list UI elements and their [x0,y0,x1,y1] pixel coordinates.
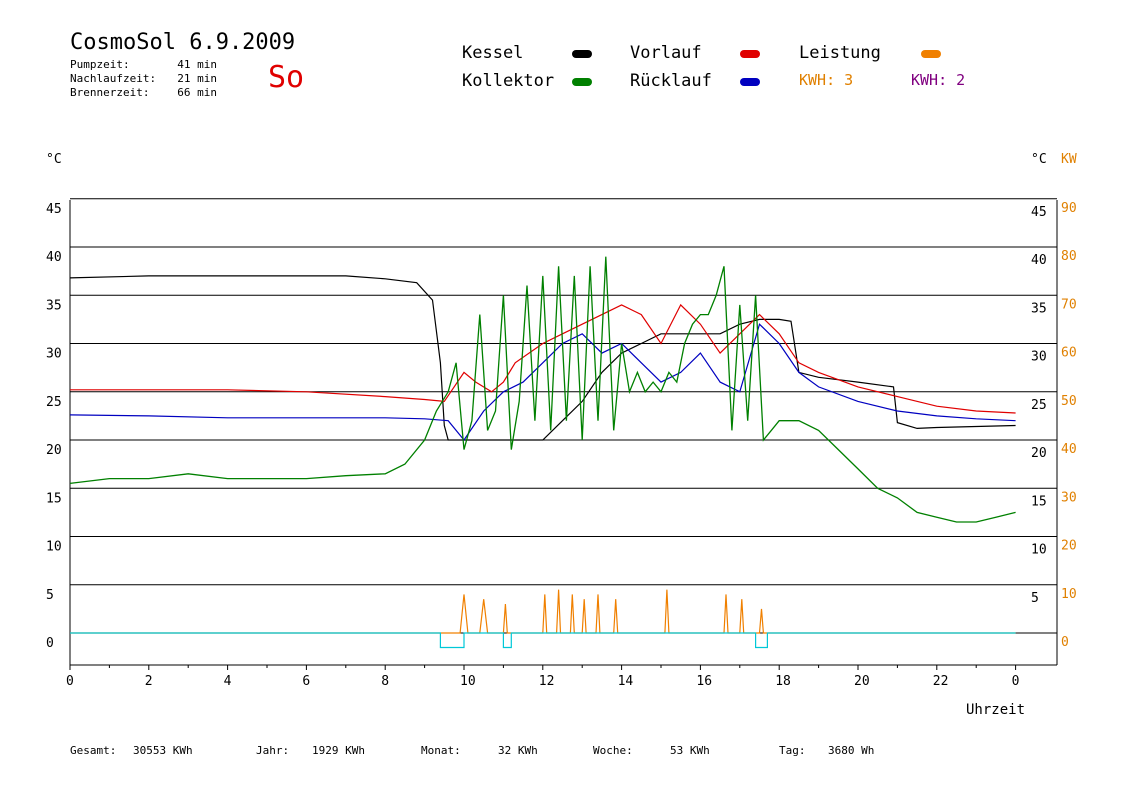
footer-woche-label: Woche: [593,744,633,757]
weekday-label: So [268,60,305,95]
legend-kollektor-label: Kollektor [462,71,555,91]
x-tick-label: 22 [933,674,949,689]
series-line-rcklauf [69,323,1016,442]
y-tick-right-label: 45 [1031,205,1047,220]
x-tick-label: 12 [539,674,555,689]
y-tick-left-label: 0 [46,636,54,651]
y-tick-left-label: 25 [46,395,62,410]
x-tick-label: 16 [696,674,712,689]
y-tick-left-label: 15 [46,491,62,506]
footer-tag-value: 3680 Wh [828,744,875,757]
y-axis-right-unit: °C [1031,152,1047,167]
y-tick-right-label: 35 [1031,301,1047,316]
footer-jahr-label: Jahr: [256,744,290,757]
series-line-kessel [69,275,1016,441]
legend-vorlauf-label: Vorlauf [630,43,702,63]
legend-kwh-orange: KWH: 3 [799,71,854,89]
series-line-kollektor [69,256,1016,523]
footer-jahr-value: 1929 KWh [312,744,365,757]
y-tick-kw-label: 60 [1061,346,1077,361]
legend-ruecklauf-label: Rücklauf [630,71,712,91]
x-tick-label: 2 [145,674,153,689]
legend-leistung-swatch [921,50,941,58]
series-line-pumpe [70,632,1016,649]
y-tick-right-label: 25 [1031,398,1047,413]
y-tick-kw-label: 70 [1061,297,1077,312]
y-tick-left-label: 20 [46,443,62,458]
y-tick-right-label: 40 [1031,253,1047,268]
y-tick-right-label: 20 [1031,446,1047,461]
legend-ruecklauf-swatch [740,78,760,86]
y-tick-kw-label: 80 [1061,249,1077,264]
y-tick-right-label: 30 [1031,350,1047,365]
y-tick-kw-label: 40 [1061,442,1077,457]
x-tick-label: 0 [66,674,74,689]
footer-monat-label: Monat: [421,744,461,757]
y-tick-right-label: 10 [1031,543,1047,558]
nachlaufzeit-value: 21 min [177,72,217,85]
y-tick-kw-label: 10 [1061,587,1077,602]
app-title: CosmoSol 6.9.2009 [70,30,296,55]
legend-kwh-purple: KWH: 2 [911,71,966,89]
x-tick-label: 6 [302,674,310,689]
x-tick-label: 14 [618,674,634,689]
y-tick-kw-label: 50 [1061,394,1077,409]
y-tick-left-label: 35 [46,298,62,313]
footer-gesamt-value: 30553 KWh [133,744,193,757]
x-tick-label: 10 [460,674,476,689]
y-tick-kw-label: 0 [1061,635,1069,650]
y-axis-kw-unit: KW [1061,152,1077,167]
brennerzeit-label: Brennerzeit: [70,86,150,99]
x-tick-label: 18 [775,674,791,689]
y-tick-left-label: 10 [46,540,62,555]
x-tick-label: 4 [224,674,232,689]
x-tick-label: 20 [854,674,870,689]
series-line-vorlauf [70,303,1016,414]
pumpzeit-label: Pumpzeit: [70,58,130,71]
y-tick-left-label: 30 [46,347,62,362]
y-tick-right-label: 5 [1031,591,1039,606]
footer-tag-label: Tag: [779,744,806,757]
y-tick-kw-label: 30 [1061,490,1077,505]
x-tick-label: 0 [1012,674,1020,689]
footer-gesamt-label: Gesamt: [70,744,117,757]
pumpzeit-value: 41 min [177,58,217,71]
brennerzeit-value: 66 min [177,86,217,99]
x-axis-label: Uhrzeit [966,702,1026,718]
y-tick-left-label: 5 [46,588,54,603]
legend-kessel-swatch [572,50,592,58]
y-tick-left-label: 45 [46,202,62,217]
footer-monat-value: 32 KWh [498,744,538,757]
y-tick-kw-label: 20 [1061,539,1077,554]
footer-woche-value: 53 KWh [670,744,710,757]
y-axis-left-unit: °C [46,152,62,167]
legend-vorlauf-swatch [740,50,760,58]
y-tick-left-label: 40 [46,250,62,265]
y-tick-right-label: 15 [1031,494,1047,509]
nachlaufzeit-label: Nachlaufzeit: [70,72,157,85]
y-tick-kw-label: 90 [1061,201,1077,216]
legend-kollektor-swatch [572,78,592,86]
x-tick-label: 8 [381,674,389,689]
legend-leistung-label: Leistung [799,43,881,63]
series-line-leistung [70,589,1016,634]
legend-kessel-label: Kessel [462,43,524,63]
